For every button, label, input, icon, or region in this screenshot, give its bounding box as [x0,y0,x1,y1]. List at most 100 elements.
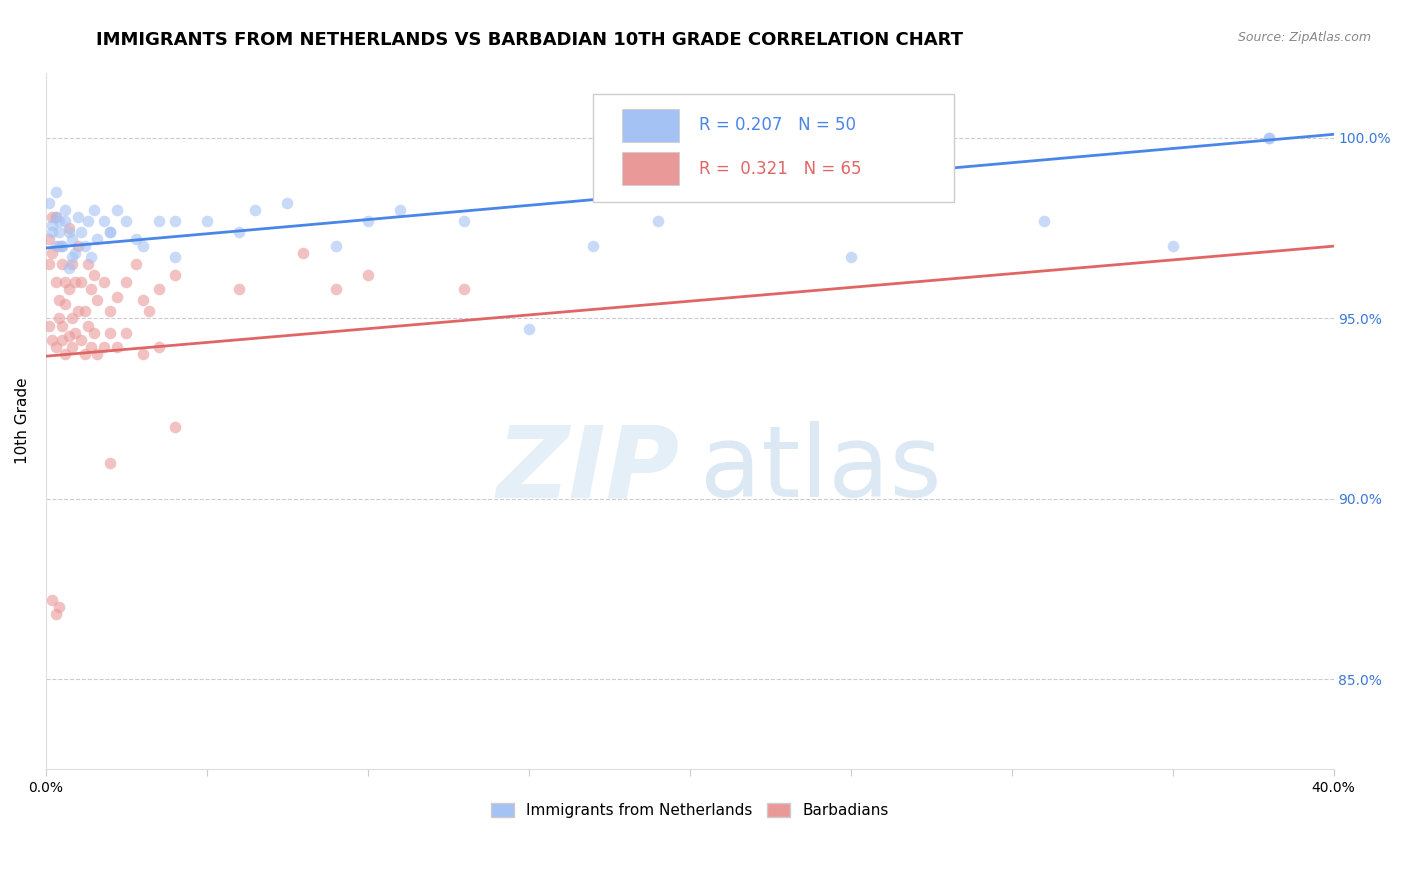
Point [76,257,98,271]
Point [45,239,67,253]
Point [58,329,80,343]
Point [86,347,108,361]
Point [115,275,138,289]
Point [292,246,315,260]
Point [517,322,540,336]
Point [48,311,70,326]
Point [45,340,67,354]
Point [45,211,67,225]
Point [357,214,380,228]
Point [80,250,103,264]
Point [453,214,475,228]
Point [228,225,250,239]
Point [76,214,98,228]
Point [60,340,83,354]
Point [98,225,121,239]
Point [105,203,128,218]
Point [73,304,96,318]
Point [70,333,93,347]
Point [228,282,250,296]
Point [48,293,70,308]
Point [38,195,60,210]
Point [245,203,267,218]
Text: IMMIGRANTS FROM NETHERLANDS VS BARBADIAN 10TH GRADE CORRELATION CHART: IMMIGRANTS FROM NETHERLANDS VS BARBADIAN… [96,31,963,49]
Point [131,347,153,361]
Point [83,268,105,282]
Text: R = 0.207   N = 50: R = 0.207 N = 50 [699,117,856,135]
Text: ZIP: ZIP [496,421,679,518]
Text: atlas: atlas [700,421,942,518]
Point [70,225,93,239]
Point [138,304,160,318]
Point [58,260,80,275]
Point [163,214,186,228]
Point [48,239,70,253]
Point [357,268,380,282]
Point [389,203,412,218]
Point [38,257,60,271]
Point [48,225,70,239]
Point [63,275,86,289]
FancyBboxPatch shape [593,94,953,202]
Point [48,599,70,614]
Point [41,218,63,232]
Point [148,282,170,296]
FancyBboxPatch shape [621,109,679,142]
Point [93,275,115,289]
Point [51,333,73,347]
Point [647,214,669,228]
Point [67,239,90,253]
Y-axis label: 10th Grade: 10th Grade [15,378,30,465]
Point [86,232,108,246]
Point [163,419,186,434]
Point [115,326,138,340]
Point [1258,131,1281,145]
Point [1032,214,1054,228]
Point [86,293,108,308]
Point [51,318,73,333]
Legend: Immigrants from Netherlands, Barbadians: Immigrants from Netherlands, Barbadians [485,797,896,824]
Point [51,239,73,253]
Point [41,246,63,260]
Point [276,195,298,210]
Point [73,239,96,253]
Point [58,282,80,296]
Point [41,225,63,239]
Point [131,293,153,308]
Point [70,275,93,289]
Point [58,225,80,239]
Point [60,311,83,326]
Point [1161,239,1184,253]
Point [41,592,63,607]
Point [83,326,105,340]
Point [325,239,347,253]
Point [45,185,67,199]
Point [1258,131,1281,145]
Point [60,250,83,264]
Point [839,250,862,264]
Point [76,318,98,333]
Point [80,282,103,296]
Point [67,211,90,225]
Point [45,275,67,289]
Point [53,203,76,218]
Point [163,268,186,282]
Point [60,232,83,246]
Point [163,250,186,264]
Point [63,246,86,260]
FancyBboxPatch shape [621,152,679,186]
Point [51,257,73,271]
Point [58,221,80,235]
Point [131,239,153,253]
Point [51,239,73,253]
Point [98,326,121,340]
Point [148,340,170,354]
Point [48,214,70,228]
Point [53,275,76,289]
Point [53,297,76,311]
Point [67,304,90,318]
Point [125,257,148,271]
Point [105,290,128,304]
Point [98,456,121,470]
Point [582,239,605,253]
